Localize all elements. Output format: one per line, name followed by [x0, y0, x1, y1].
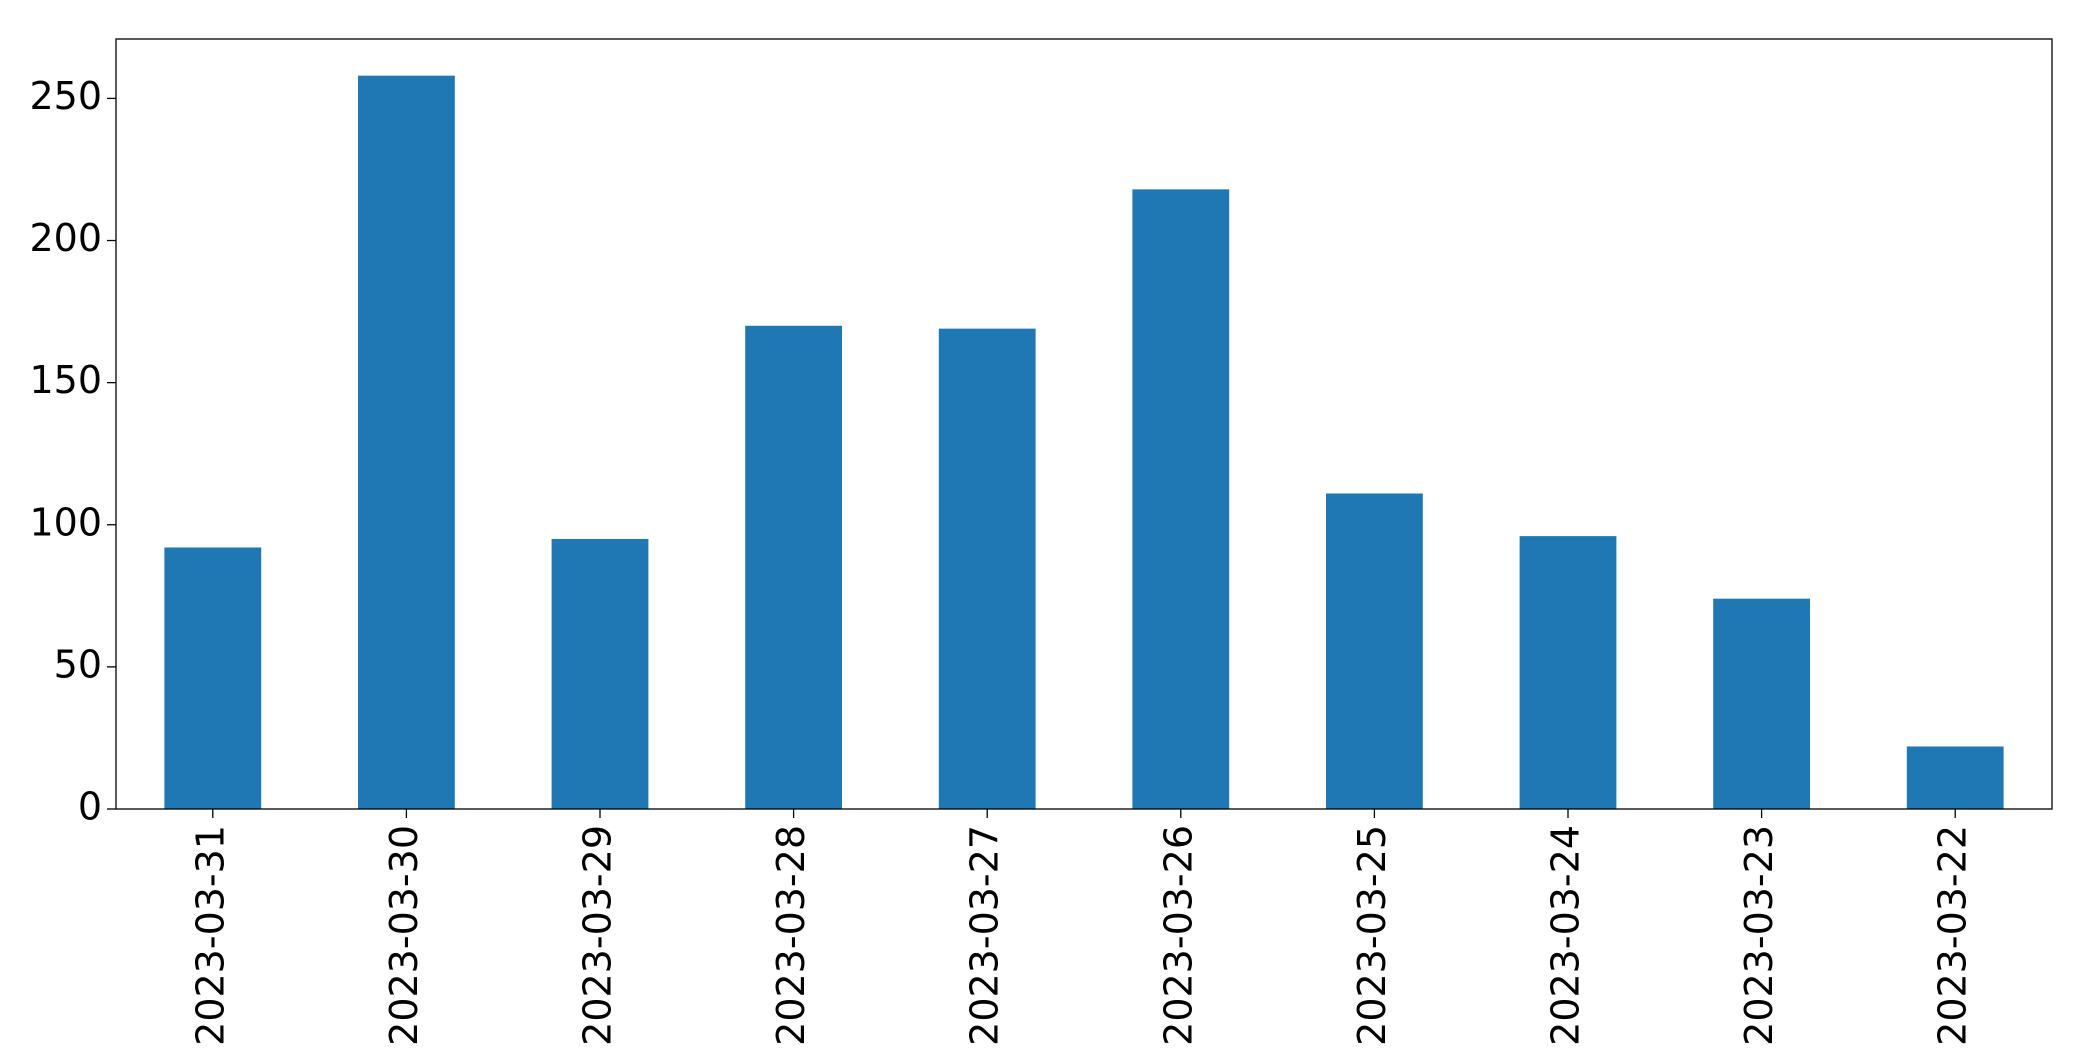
- x-tick-label: 2023-03-28: [769, 825, 813, 1046]
- x-tick-label: 2023-03-29: [576, 825, 620, 1046]
- bar: [1326, 493, 1423, 809]
- y-tick-label: 250: [29, 74, 102, 118]
- bar: [1519, 536, 1617, 809]
- bar: [745, 325, 842, 809]
- bar: [938, 328, 1036, 809]
- y-tick-label: 200: [29, 216, 102, 260]
- x-tick-label: 2023-03-31: [188, 825, 232, 1046]
- bar: [1906, 746, 2004, 809]
- bar: [551, 538, 649, 809]
- y-tick-label: 100: [29, 500, 102, 544]
- x-tick-label: 2023-03-30: [382, 825, 426, 1046]
- x-tick-label: 2023-03-26: [1156, 825, 1200, 1046]
- bar: [1132, 189, 1230, 809]
- bar: [164, 547, 262, 809]
- bar: [1713, 598, 1810, 809]
- x-tick-label: 2023-03-23: [1737, 825, 1781, 1046]
- y-tick-label: 50: [54, 642, 102, 686]
- x-tick-label: 2023-03-27: [963, 825, 1007, 1046]
- y-tick-label: 0: [78, 785, 102, 829]
- plot-frame: [115, 38, 2053, 810]
- x-tick-label: 2023-03-22: [1931, 825, 1975, 1046]
- x-tick-label: 2023-03-25: [1350, 825, 1394, 1046]
- x-tick-label: 2023-03-24: [1544, 825, 1588, 1046]
- bar: [358, 75, 455, 809]
- y-tick-label: 150: [29, 358, 102, 402]
